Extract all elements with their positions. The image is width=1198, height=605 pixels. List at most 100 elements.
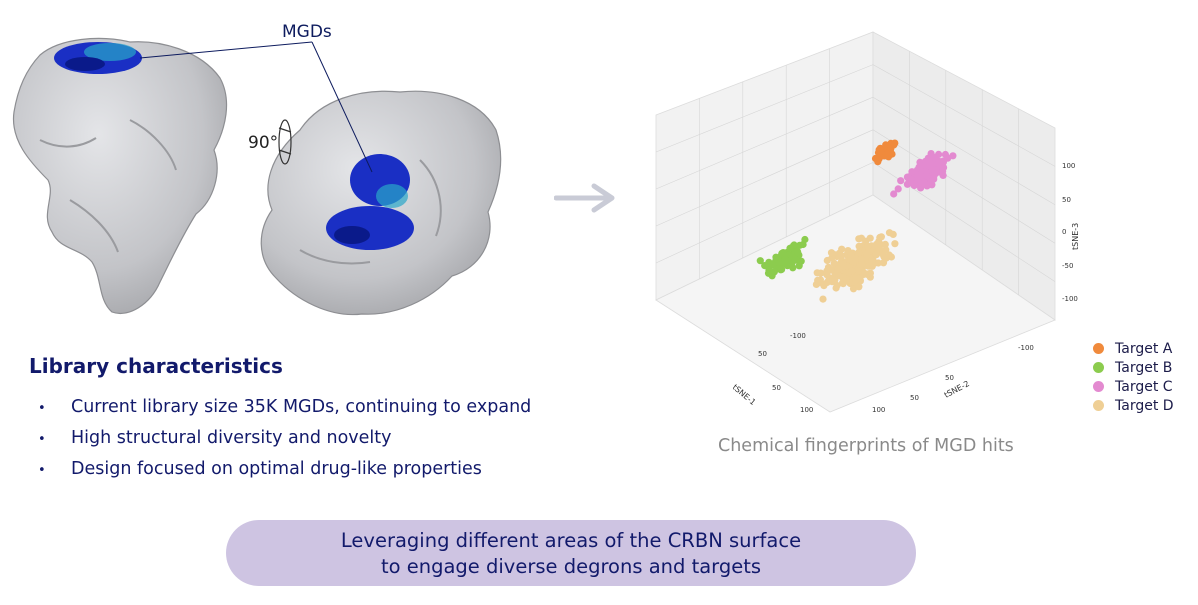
data-point (880, 253, 888, 261)
data-point (813, 279, 822, 287)
data-point (848, 267, 856, 275)
x-axis-label: tSNE-1 (731, 383, 758, 407)
bullet-item: • High structural diversity and novelty (38, 428, 392, 448)
legend-label: Target C (1115, 379, 1173, 395)
data-point (903, 180, 911, 188)
data-point (890, 190, 898, 198)
tick-label: 50 (1062, 196, 1071, 204)
data-point (839, 260, 847, 268)
arrow-right-icon (554, 183, 615, 213)
data-point (768, 260, 776, 268)
bullet-item: • Design focused on optimal drug-like pro… (38, 459, 482, 479)
mgd-ligands-front (54, 42, 142, 74)
data-point (781, 256, 789, 264)
data-point (837, 252, 845, 260)
data-point (831, 276, 839, 284)
data-point (868, 257, 876, 265)
data-point (838, 273, 847, 281)
rotation-label: 90° (248, 133, 279, 153)
data-point (884, 151, 892, 159)
data-point (796, 241, 804, 249)
data-point (823, 278, 831, 287)
banner-line-2: to engage diverse degrons and targets (380, 555, 762, 578)
data-point (872, 250, 881, 258)
bullet-icon: • (38, 401, 46, 416)
data-point (772, 253, 780, 261)
data-point (851, 255, 859, 263)
legend-marker (1093, 343, 1104, 354)
data-point (817, 269, 825, 277)
tick-label: -100 (1062, 295, 1078, 303)
data-point (877, 147, 885, 155)
data-point (823, 256, 831, 265)
gridline (655, 162, 874, 264)
tick-label: 100 (1062, 162, 1075, 170)
data-point (761, 262, 769, 270)
legend-marker (1093, 400, 1104, 411)
library-characteristics-title: Library characteristics (29, 354, 283, 378)
data-point (858, 260, 866, 268)
data-point (923, 172, 931, 180)
data-point (833, 281, 841, 290)
legend-label: Target B (1115, 360, 1173, 376)
tick-label: -100 (790, 332, 806, 340)
gridline (872, 129, 1056, 244)
data-point (855, 283, 863, 291)
data-point (941, 150, 949, 159)
data-point (830, 259, 838, 267)
gridline (872, 96, 1056, 206)
data-point (891, 240, 899, 248)
bullet-icon: • (38, 463, 46, 478)
data-point (791, 255, 799, 263)
data-point (894, 185, 902, 193)
banner-line-1: Leveraging different areas of the CRBN s… (340, 529, 802, 552)
data-point (920, 179, 928, 187)
legend-item-target-b: Target B (1093, 360, 1172, 376)
data-point (849, 285, 858, 293)
bullet-text: High structural diversity and novelty (71, 428, 392, 448)
crbn-structure-illustration (12, 37, 502, 316)
tick-label: 100 (800, 406, 813, 414)
bullet-text: Current library size 35K MGDs, continuin… (71, 397, 532, 417)
tick-label: 50 (945, 374, 954, 382)
data-point (779, 249, 787, 257)
data-point (854, 267, 863, 275)
data-point (855, 248, 863, 257)
tick-label: 50 (910, 394, 919, 402)
tick-label: 50 (758, 350, 767, 358)
data-point (786, 244, 794, 252)
summary-banner: Leveraging different areas of the CRBN s… (226, 520, 916, 586)
data-point (926, 153, 934, 162)
chart-caption: Chemical fingerprints of MGD hits (718, 436, 1014, 456)
chart-points (756, 139, 957, 303)
chart-panes (655, 31, 1056, 413)
legend-marker (1093, 381, 1104, 392)
rotation-icon (278, 119, 292, 165)
mgds-label: MGDs (282, 22, 332, 42)
data-point (904, 173, 913, 181)
data-point (874, 259, 882, 267)
data-point (801, 235, 809, 244)
gridline (655, 64, 874, 153)
data-point (881, 240, 889, 248)
data-point (827, 249, 836, 257)
data-point (922, 162, 930, 170)
gridline (655, 96, 874, 190)
data-point (871, 154, 880, 163)
tick-label: 100 (872, 406, 885, 414)
data-point (864, 242, 872, 250)
y-axis-label: tSNE-2 (943, 379, 971, 400)
data-point (795, 262, 803, 270)
tsne-3d-scatter-chart: -100 50 50 100 100 50 50 -100 100 50 0 -50 -100 tSNE… (655, 31, 1080, 414)
data-point (827, 266, 835, 274)
data-point (764, 269, 773, 277)
legend-label: Target D (1115, 398, 1174, 414)
data-point (935, 159, 943, 167)
legend-label: Target A (1115, 341, 1173, 357)
tick-label: 50 (772, 384, 781, 392)
chart-gridlines (655, 48, 1056, 295)
data-point (877, 233, 885, 241)
chart-ticks: -100 50 50 100 100 50 50 -100 100 50 0 -50 -100 (758, 162, 1078, 414)
data-point (876, 239, 884, 247)
data-point (778, 265, 786, 273)
